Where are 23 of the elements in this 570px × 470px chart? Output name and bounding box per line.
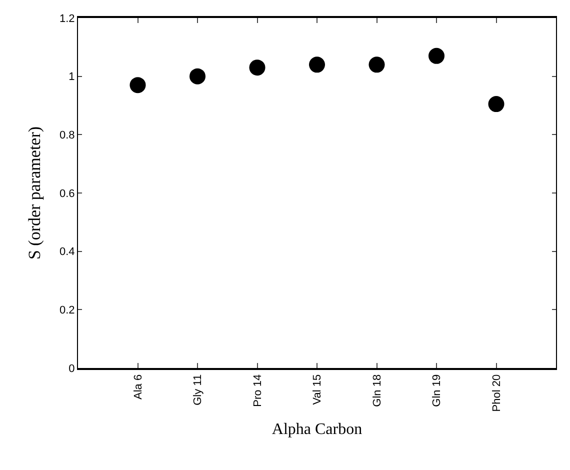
y-tick-label: 0.2 (60, 304, 75, 317)
y-tick-label: 0.6 (60, 188, 75, 200)
x-tick-label: Pro 14 (252, 374, 264, 407)
point (428, 48, 444, 64)
point (309, 56, 325, 73)
point (249, 60, 266, 76)
x-tick-label: Val 15 (312, 374, 324, 405)
y-tick-label: 0 (68, 362, 75, 375)
point (488, 96, 504, 112)
x-tick-label: Gln 19 (431, 374, 444, 407)
y-tick-label: 1 (68, 71, 75, 84)
x-tick-label: Gly 11 (192, 374, 204, 406)
point (130, 77, 146, 94)
point (368, 56, 385, 73)
point (190, 68, 206, 84)
x-axis-title: Alpha Carbon (272, 420, 362, 438)
y-tick-label: 1.2 (60, 12, 75, 25)
y-tick-label: 0.4 (60, 246, 75, 258)
y-axis-title: S (order parameter) (25, 126, 44, 260)
x-tick-label: Gln 18 (371, 374, 384, 407)
x-tick-label: Phol 20 (490, 374, 503, 412)
x-tick-label: Ala 6 (132, 374, 144, 400)
y-tick-label: 0.8 (60, 130, 75, 142)
